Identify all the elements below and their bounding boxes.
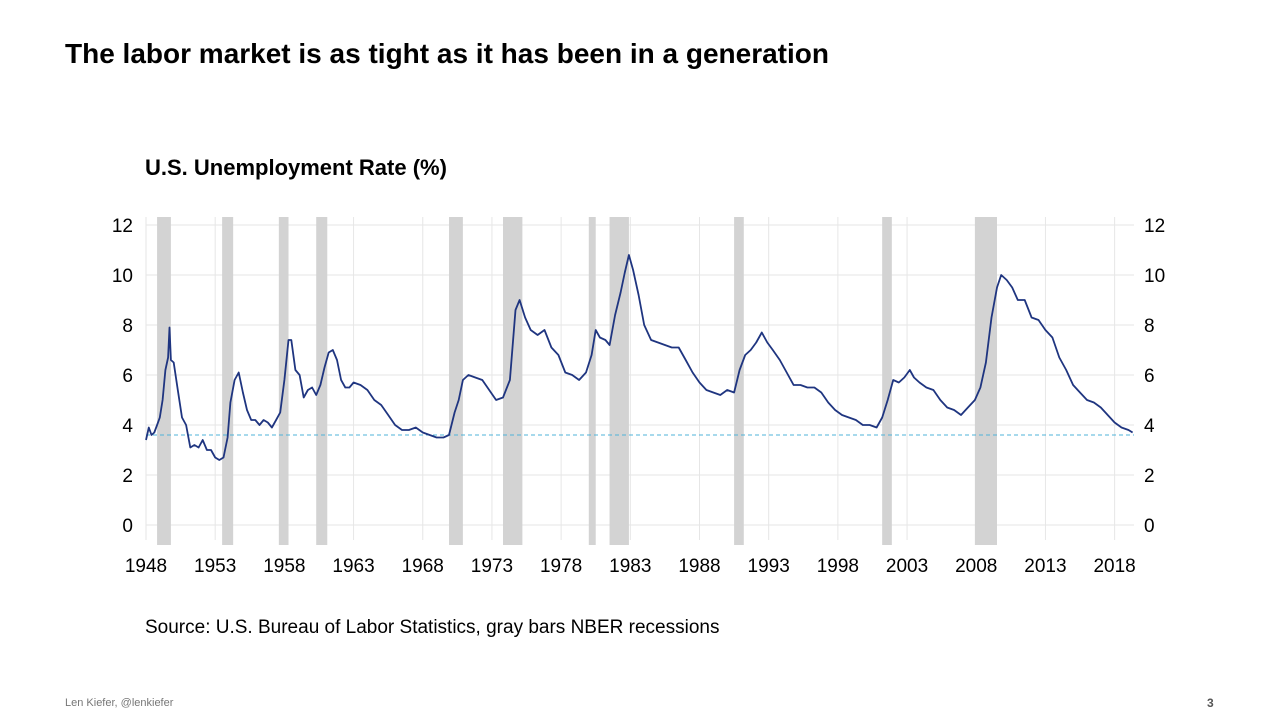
recession-bar [974, 217, 998, 545]
y-tick-label-right: 8 [1144, 316, 1155, 337]
y-tick-label-right: 10 [1144, 266, 1165, 287]
recession-bar [609, 217, 629, 545]
recession-bar [503, 217, 523, 545]
slide-title: The labor market is as tight as it has b… [65, 38, 829, 69]
y-tick-label-right: 12 [1144, 216, 1165, 237]
x-tick-label: 1958 [263, 556, 305, 577]
x-tick-label: 1978 [540, 556, 582, 577]
x-tick-label: 1988 [678, 556, 720, 577]
y-tick-label-right: 4 [1144, 416, 1155, 437]
unemployment-rate-line [145, 254, 1134, 461]
page-number: 3 [1207, 696, 1214, 710]
x-tick-label: 1963 [332, 556, 374, 577]
y-tick-label-left: 10 [112, 266, 133, 287]
y-tick-label-right: 2 [1144, 466, 1155, 487]
x-tick-label: 1973 [471, 556, 513, 577]
x-tick-label: 1993 [748, 556, 790, 577]
source-note: Source: U.S. Bureau of Labor Statistics,… [145, 617, 720, 638]
y-tick-label-left: 2 [122, 466, 133, 487]
footer-credit: Len Kiefer, @lenkiefer [65, 697, 174, 709]
y-tick-label-left: 8 [122, 316, 133, 337]
y-tick-label-left: 0 [122, 516, 133, 537]
x-tick-label: 1983 [609, 556, 651, 577]
recession-bar [222, 217, 234, 545]
chart-title: U.S. Unemployment Rate (%) [145, 155, 447, 180]
x-tick-label: 2008 [955, 556, 997, 577]
y-tick-label-right: 0 [1144, 516, 1155, 537]
y-tick-label-left: 12 [112, 216, 133, 237]
y-tick-label-left: 6 [122, 366, 133, 387]
x-tick-label: 1948 [125, 556, 167, 577]
x-tick-label: 2003 [886, 556, 928, 577]
y-tick-label-right: 6 [1144, 366, 1155, 387]
x-tick-label: 2018 [1093, 556, 1135, 577]
recession-bar [588, 217, 596, 545]
x-tick-label: 2013 [1024, 556, 1066, 577]
x-tick-label: 1968 [402, 556, 444, 577]
x-tick-label: 1998 [817, 556, 859, 577]
recession-bar [734, 217, 744, 545]
recession-bar [449, 217, 463, 545]
x-tick-label: 1953 [194, 556, 236, 577]
recession-bar [882, 217, 892, 545]
y-tick-label-left: 4 [122, 416, 133, 437]
